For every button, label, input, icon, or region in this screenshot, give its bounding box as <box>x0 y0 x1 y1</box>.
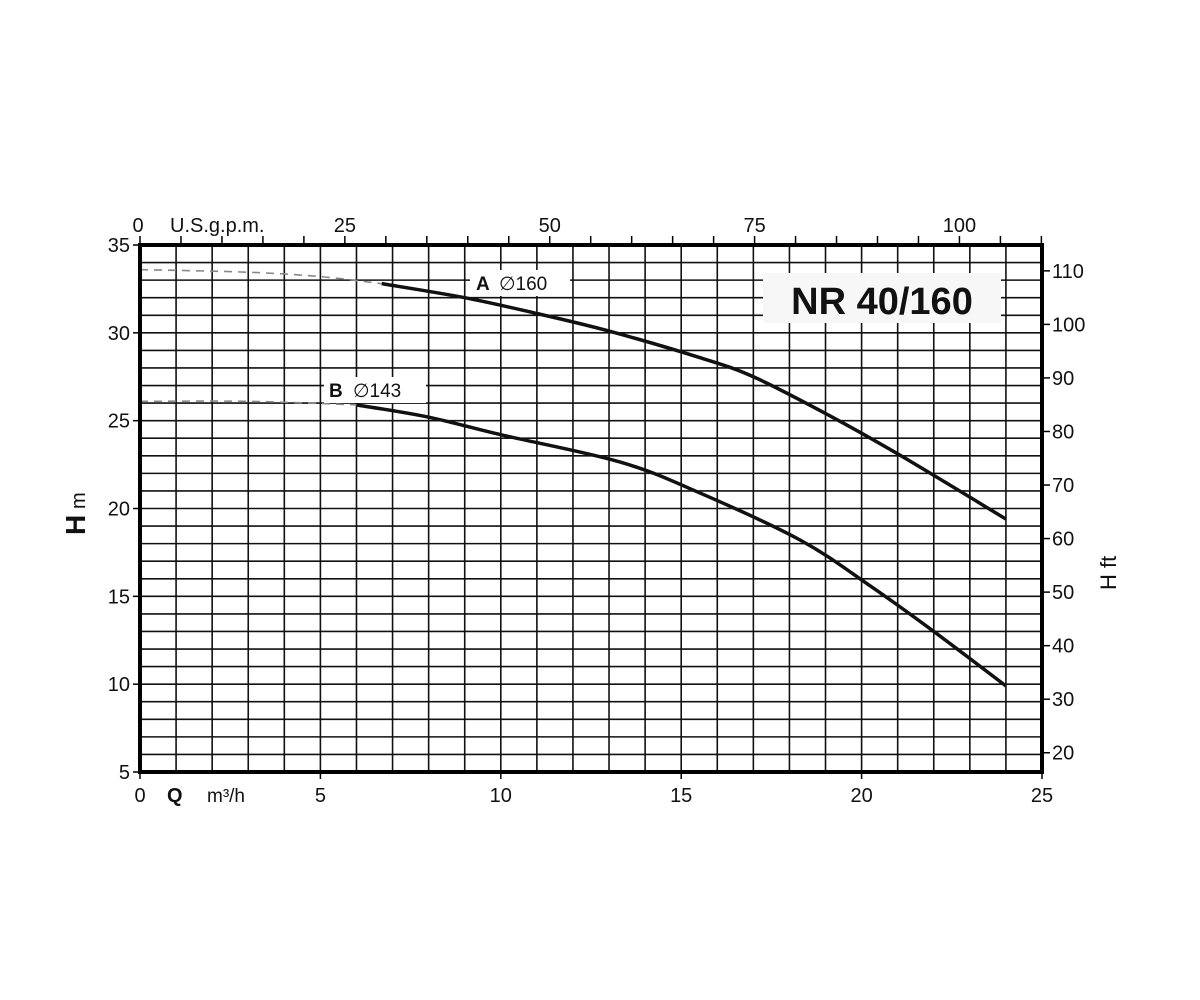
y2-tick-label: 80 <box>1052 421 1074 443</box>
chart-title-box: NR 40/160 <box>763 273 1001 323</box>
chart-title: NR 40/160 <box>791 281 973 323</box>
y2-axis-title: H ft <box>1096 556 1121 590</box>
series-a-label: A ∅160 <box>470 270 570 296</box>
x-tick-label: 20 <box>850 785 872 807</box>
top-tick-label: 50 <box>539 215 561 237</box>
x-tick-label: 5 <box>315 785 326 807</box>
y2-tick-label: 60 <box>1052 529 1074 551</box>
y-axis-unit: m <box>68 492 90 509</box>
y-tick-label: 10 <box>108 674 130 696</box>
y-tick-label: 20 <box>108 499 130 521</box>
y2-tick-label: 50 <box>1052 582 1074 604</box>
x-tick-label: 10 <box>490 785 512 807</box>
y2-tick-label: 90 <box>1052 368 1074 390</box>
y2-tick-label: 70 <box>1052 475 1074 497</box>
top-tick-label: 25 <box>334 215 356 237</box>
series-b-line <box>356 403 1007 688</box>
y-tick-label: 25 <box>108 411 130 433</box>
y2-tick-label: 100 <box>1052 314 1085 336</box>
y-tick-label: 15 <box>108 586 130 608</box>
series-a-diameter: ∅160 <box>499 274 547 295</box>
series-a-line <box>381 281 1007 521</box>
x-tick-label: 25 <box>1031 785 1053 807</box>
y-axis-symbol: H <box>60 515 91 535</box>
series-b-name: B <box>329 381 343 402</box>
x-tick-label: 0 <box>134 785 145 807</box>
grid <box>140 245 1042 772</box>
x-axis-symbol: Q <box>167 785 183 807</box>
y-tick-label: 35 <box>108 235 130 257</box>
series-a-name: A <box>476 274 490 295</box>
y-tick-label: 5 <box>119 762 130 784</box>
x-axis-title: Q m³/h <box>167 785 245 807</box>
y2-tick-label: 40 <box>1052 636 1074 658</box>
y-tick-label: 30 <box>108 323 130 345</box>
series-b-label: B ∅143 <box>324 377 426 403</box>
top-tick-0-label: 0 <box>132 215 143 237</box>
top-tick-label: 75 <box>743 215 765 237</box>
curves <box>139 268 1007 688</box>
top-tick-label: 100 <box>943 215 976 237</box>
x-axis-unit: m³/h <box>207 786 245 807</box>
y2-tick-label: 30 <box>1052 689 1074 711</box>
y-axis-title: H m <box>60 492 91 535</box>
x-tick-label: 15 <box>670 785 692 807</box>
series-b-diameter: ∅143 <box>353 381 401 402</box>
y2-axis-label: H ft <box>1096 556 1121 590</box>
y2-tick-label: 20 <box>1052 743 1074 765</box>
top-axis-unit: U.S.g.p.m. <box>170 215 264 237</box>
plot-frame <box>133 236 1050 779</box>
y2-tick-label: 110 <box>1052 261 1084 283</box>
